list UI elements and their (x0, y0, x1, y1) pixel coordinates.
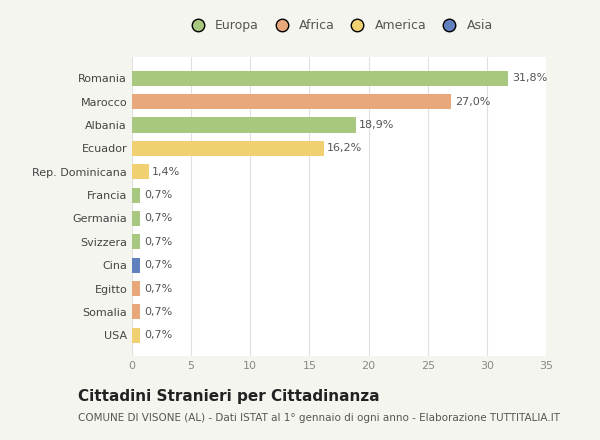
Text: 16,2%: 16,2% (327, 143, 362, 154)
Bar (132, 187, 140, 203)
Bar (132, 94, 451, 109)
Bar (132, 71, 508, 86)
Legend: Europa, Africa, America, Asia: Europa, Africa, America, Asia (181, 15, 497, 36)
Text: COMUNE DI VISONE (AL) - Dati ISTAT al 1° gennaio di ogni anno - Elaborazione TUT: COMUNE DI VISONE (AL) - Dati ISTAT al 1°… (78, 413, 560, 423)
Text: 31,8%: 31,8% (512, 73, 547, 84)
Text: 1,4%: 1,4% (152, 167, 181, 177)
Bar (132, 257, 140, 273)
Bar (132, 117, 356, 133)
Bar (132, 164, 149, 180)
Text: Cittadini Stranieri per Cittadinanza: Cittadini Stranieri per Cittadinanza (78, 389, 380, 404)
Bar (132, 281, 140, 296)
Bar (132, 211, 140, 226)
Text: 0,7%: 0,7% (144, 213, 172, 224)
Text: 0,7%: 0,7% (144, 237, 172, 247)
Text: 18,9%: 18,9% (359, 120, 394, 130)
Text: 0,7%: 0,7% (144, 260, 172, 270)
Text: 0,7%: 0,7% (144, 307, 172, 317)
Bar (132, 304, 140, 319)
Text: 27,0%: 27,0% (455, 97, 490, 107)
Bar (132, 234, 140, 249)
Text: 0,7%: 0,7% (144, 330, 172, 340)
Text: 0,7%: 0,7% (144, 283, 172, 293)
Text: 0,7%: 0,7% (144, 190, 172, 200)
Bar (132, 141, 323, 156)
Bar (132, 328, 140, 343)
